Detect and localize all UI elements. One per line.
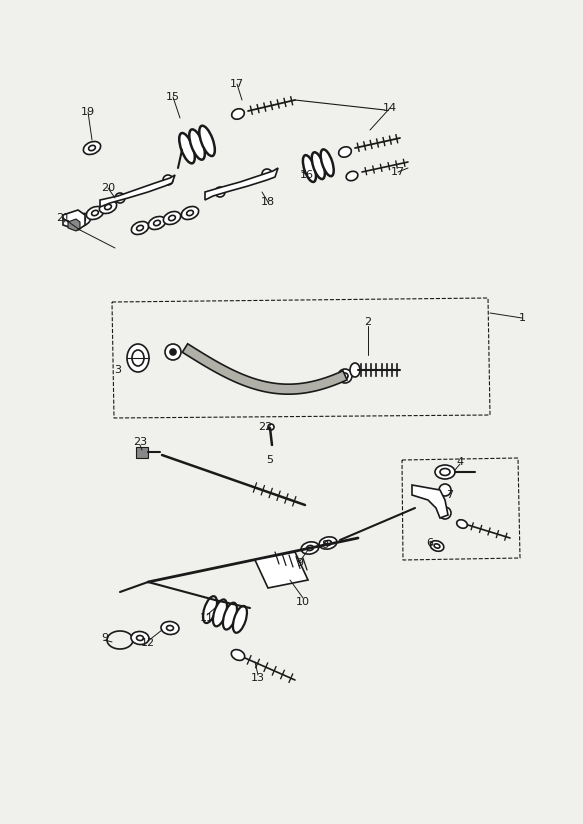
Ellipse shape [127, 344, 149, 372]
Text: 4: 4 [456, 457, 463, 467]
Ellipse shape [154, 220, 160, 226]
Ellipse shape [187, 210, 194, 216]
Ellipse shape [179, 133, 195, 163]
Text: 5: 5 [266, 455, 273, 465]
Text: 18: 18 [261, 197, 275, 207]
Circle shape [165, 344, 181, 360]
Text: 21: 21 [56, 213, 70, 223]
Text: 10: 10 [296, 597, 310, 607]
Text: 13: 13 [251, 673, 265, 683]
Ellipse shape [79, 218, 85, 222]
Circle shape [439, 507, 451, 519]
Ellipse shape [132, 350, 144, 366]
Ellipse shape [203, 597, 217, 623]
Text: 17: 17 [391, 167, 405, 177]
Text: 8: 8 [321, 540, 329, 550]
Ellipse shape [89, 145, 96, 151]
Polygon shape [255, 552, 308, 588]
Ellipse shape [131, 222, 149, 235]
Text: 9: 9 [296, 558, 304, 568]
Ellipse shape [83, 142, 101, 155]
Circle shape [338, 369, 352, 383]
Ellipse shape [136, 225, 143, 231]
Text: 20: 20 [101, 183, 115, 193]
Ellipse shape [350, 363, 360, 377]
Text: 23: 23 [133, 437, 147, 447]
Ellipse shape [136, 635, 143, 640]
Ellipse shape [86, 207, 104, 219]
Ellipse shape [168, 215, 175, 221]
Ellipse shape [430, 541, 444, 551]
Ellipse shape [73, 213, 90, 227]
Ellipse shape [104, 204, 111, 209]
Polygon shape [100, 175, 175, 207]
Polygon shape [68, 219, 80, 231]
Ellipse shape [231, 649, 245, 660]
Ellipse shape [189, 129, 205, 160]
Ellipse shape [325, 541, 332, 545]
Text: 11: 11 [200, 613, 214, 623]
Ellipse shape [148, 217, 166, 230]
Text: 16: 16 [300, 170, 314, 180]
Ellipse shape [456, 520, 468, 528]
Ellipse shape [339, 147, 352, 157]
Ellipse shape [303, 155, 316, 182]
Polygon shape [136, 447, 148, 458]
Ellipse shape [163, 212, 181, 224]
Text: 9: 9 [101, 633, 108, 643]
Polygon shape [412, 485, 448, 518]
Ellipse shape [99, 200, 117, 213]
Text: 19: 19 [81, 107, 95, 117]
Ellipse shape [181, 207, 199, 219]
Ellipse shape [213, 599, 227, 626]
Ellipse shape [167, 625, 174, 630]
Circle shape [439, 484, 451, 496]
Text: 3: 3 [114, 365, 121, 375]
Text: 6: 6 [427, 538, 434, 548]
Ellipse shape [435, 465, 455, 479]
Polygon shape [205, 168, 278, 200]
Ellipse shape [319, 537, 337, 549]
Circle shape [115, 193, 125, 203]
Ellipse shape [307, 545, 314, 550]
Text: 17: 17 [230, 79, 244, 89]
Circle shape [262, 169, 272, 179]
Ellipse shape [131, 631, 149, 644]
Circle shape [268, 424, 274, 430]
Circle shape [163, 175, 173, 185]
Ellipse shape [231, 109, 244, 119]
Ellipse shape [233, 606, 247, 633]
Ellipse shape [312, 152, 325, 179]
Polygon shape [63, 210, 85, 230]
Ellipse shape [346, 171, 358, 180]
Text: 1: 1 [518, 313, 525, 323]
Polygon shape [182, 344, 347, 394]
Text: 22: 22 [258, 422, 272, 432]
Circle shape [170, 349, 176, 355]
Ellipse shape [321, 149, 333, 176]
Ellipse shape [223, 602, 237, 630]
Ellipse shape [440, 469, 450, 475]
Ellipse shape [161, 621, 179, 634]
Circle shape [215, 187, 225, 197]
Ellipse shape [92, 210, 99, 216]
Text: 2: 2 [364, 317, 371, 327]
Text: 15: 15 [166, 92, 180, 102]
Text: 7: 7 [447, 490, 454, 500]
Circle shape [342, 373, 348, 379]
Text: 14: 14 [383, 103, 397, 113]
Text: 12: 12 [141, 638, 155, 648]
Ellipse shape [434, 544, 440, 548]
Ellipse shape [199, 126, 215, 156]
Ellipse shape [301, 542, 319, 555]
